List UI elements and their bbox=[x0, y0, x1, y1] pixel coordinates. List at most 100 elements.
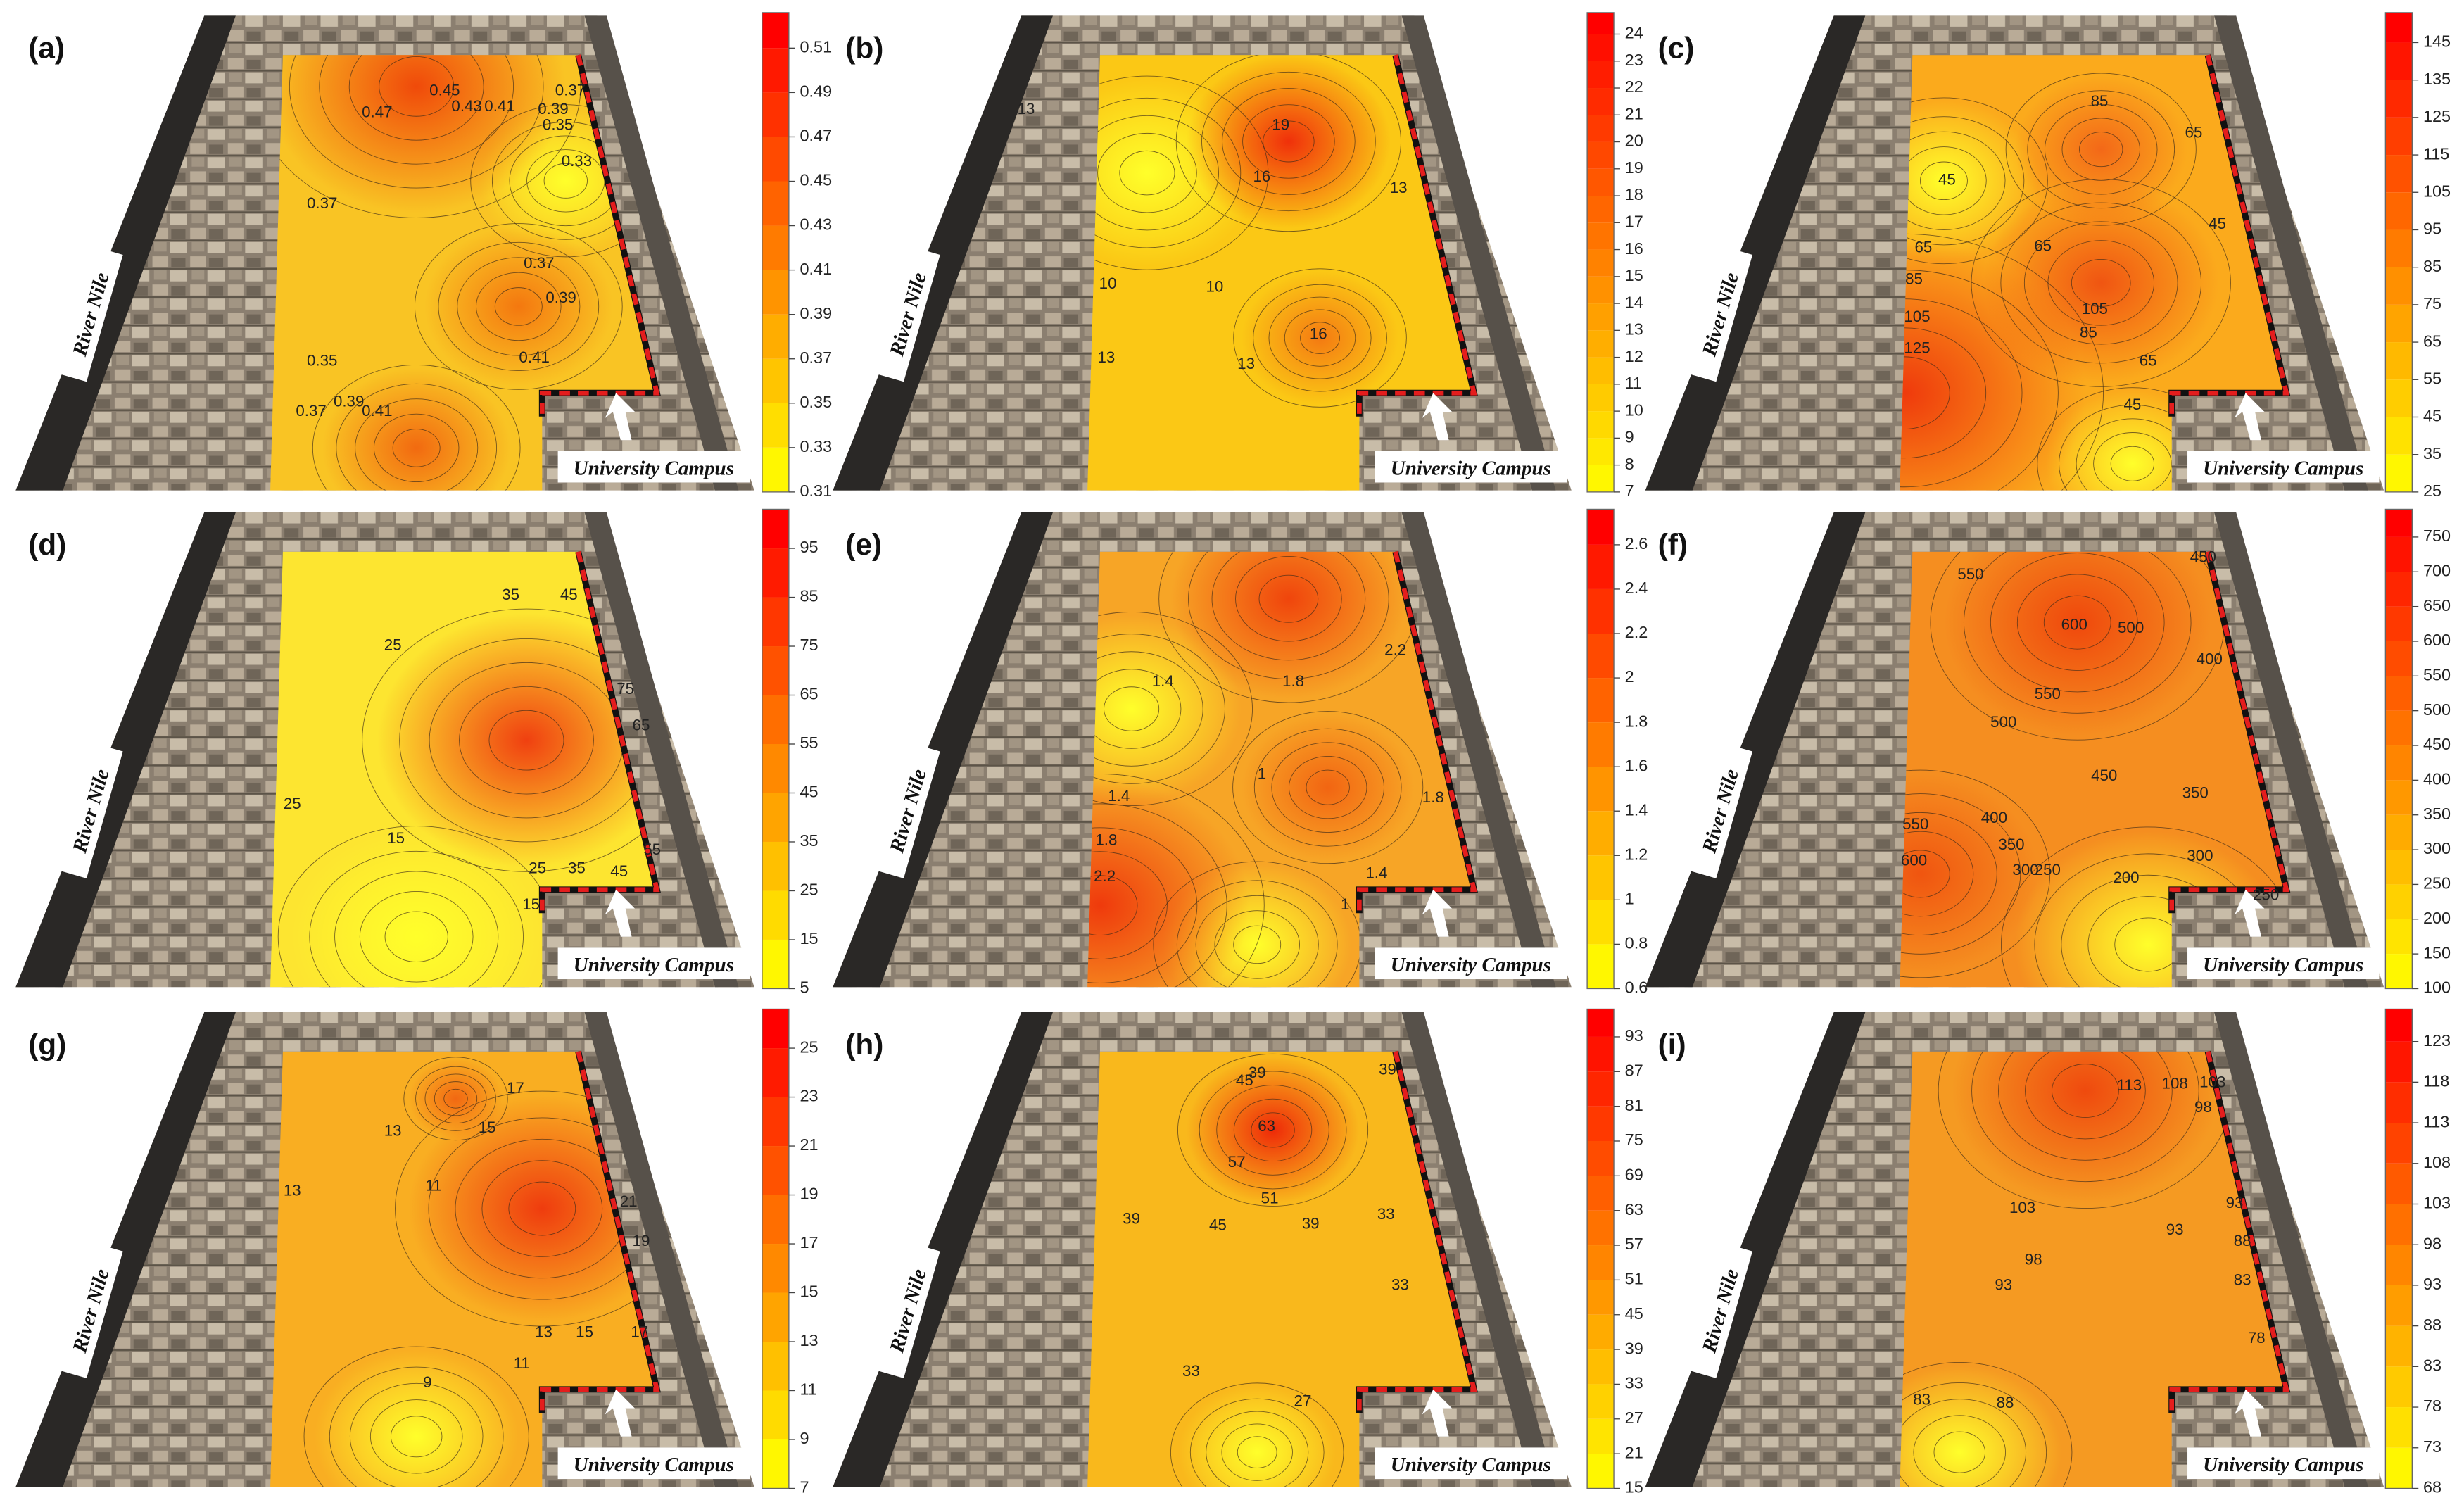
contour-label: 103 bbox=[2009, 1199, 2035, 1216]
colorbar-band bbox=[2385, 745, 2413, 781]
contour-label: 105 bbox=[1904, 308, 1930, 325]
contour-line bbox=[1242, 104, 1335, 179]
contour-line bbox=[1199, 1071, 1347, 1190]
contour-line bbox=[355, 398, 479, 491]
contour-label: 45 bbox=[2209, 215, 2226, 232]
contour-label: 0.41 bbox=[484, 97, 514, 115]
colorbar-tick-label: 1.6 bbox=[1625, 756, 1648, 774]
colorbar-frame bbox=[2384, 1008, 2413, 1489]
colorbar-band bbox=[2385, 1245, 2413, 1285]
field-blob bbox=[1900, 100, 2038, 261]
colorbar-band bbox=[2385, 304, 2413, 343]
colorbar-band bbox=[2385, 814, 2413, 850]
contour-line bbox=[1900, 793, 2021, 955]
contour-line bbox=[1271, 742, 1384, 833]
contour-label: 1.8 bbox=[1095, 831, 1117, 848]
colorbar-band bbox=[1587, 115, 1615, 142]
colorbar-tick-label: 15 bbox=[1625, 266, 1643, 284]
colorbar-tick-label: 11 bbox=[800, 1380, 816, 1399]
campus-border-dash bbox=[1357, 54, 1477, 417]
contour-line bbox=[2052, 1064, 2119, 1118]
contour-line bbox=[488, 710, 564, 771]
colorbar-tick-label: 13 bbox=[800, 1331, 818, 1349]
colorbar-band bbox=[762, 92, 789, 137]
contour-field bbox=[270, 55, 657, 491]
campus-border-dash bbox=[2169, 1051, 2289, 1413]
contour-line bbox=[1900, 850, 1950, 898]
contour-line bbox=[1233, 925, 1282, 964]
colorbar-tick-label: 65 bbox=[800, 685, 818, 703]
contour-line bbox=[1214, 910, 1300, 979]
contour-label: 0.41 bbox=[362, 402, 392, 420]
contour-label: 1.4 bbox=[1365, 864, 1387, 881]
colorbar-band bbox=[762, 181, 789, 226]
colorbar-tick-label: 135 bbox=[2423, 70, 2451, 88]
field-blob bbox=[1241, 714, 1415, 862]
colorbar-band bbox=[1587, 1036, 1615, 1072]
colorbar-band bbox=[1587, 222, 1615, 250]
colorbar-tick-label: 68 bbox=[2423, 1478, 2441, 1497]
contour-label: 0.35 bbox=[543, 116, 573, 134]
contour-label: 21 bbox=[620, 1192, 638, 1210]
field-blob bbox=[424, 226, 613, 387]
colorbar-tick-label: 75 bbox=[1625, 1130, 1643, 1149]
contour-line bbox=[443, 1088, 468, 1109]
colorbar-tick-label: 13 bbox=[1625, 320, 1643, 339]
colorbar-band bbox=[2385, 954, 2413, 989]
contour-label: 88 bbox=[1997, 1394, 2014, 1411]
field-blob bbox=[1943, 551, 2211, 736]
contour-line bbox=[1233, 1098, 1313, 1162]
colorbar-tick-label: 24 bbox=[1625, 24, 1643, 42]
colorbar-band bbox=[1587, 1349, 1615, 1385]
contour-label: 11 bbox=[426, 1177, 442, 1195]
contour-label: 33 bbox=[1391, 1275, 1409, 1293]
contour-line bbox=[2079, 132, 2123, 168]
colorbar-tick-label: 35 bbox=[800, 831, 818, 850]
contour-label: 75 bbox=[617, 680, 634, 698]
contour-field bbox=[1900, 55, 2287, 491]
contour-line bbox=[373, 413, 460, 483]
campus-label: University Campus bbox=[574, 1454, 734, 1476]
colorbar-tick-label: 650 bbox=[2423, 596, 2451, 615]
colorbar-tick-label: 21 bbox=[1625, 104, 1643, 122]
contour-label: 33 bbox=[1377, 1205, 1395, 1223]
colorbar-band bbox=[1587, 944, 1615, 989]
campus-border-dash bbox=[539, 54, 660, 417]
contour-label: 65 bbox=[2034, 237, 2052, 254]
contour-line bbox=[2043, 595, 2111, 650]
label-box bbox=[1375, 1447, 1567, 1480]
contour-label: 98 bbox=[2194, 1098, 2212, 1116]
panel-label: (f) bbox=[1658, 528, 1688, 561]
colorbar-tick-label: 0.35 bbox=[800, 393, 832, 411]
colorbar-band bbox=[1587, 811, 1615, 856]
contour-label: 88 bbox=[2234, 1232, 2251, 1249]
colorbar-tick-label: 8 bbox=[1625, 455, 1634, 473]
colorbar-tick-label: 2.6 bbox=[1625, 534, 1648, 553]
campus-label: University Campus bbox=[2203, 1454, 2363, 1476]
contour-label: 65 bbox=[2140, 351, 2157, 369]
field-blob bbox=[1186, 55, 1391, 229]
colorbar-band bbox=[2385, 342, 2413, 380]
colorbar-tick-label: 250 bbox=[2423, 874, 2451, 893]
contour-label: 45 bbox=[2123, 396, 2141, 413]
contour-line bbox=[1087, 851, 1168, 959]
colorbar-tick-label: 0.41 bbox=[800, 260, 832, 278]
contour-label: 16 bbox=[1310, 325, 1327, 343]
contour-line bbox=[2005, 73, 2197, 226]
contour-label: 15 bbox=[387, 829, 405, 847]
colorbar-tick-label: 73 bbox=[2423, 1437, 2441, 1456]
colorbar-tick-label: 85 bbox=[800, 587, 818, 605]
colorbar-tick-label: 2 bbox=[1625, 667, 1634, 686]
colorbar-band bbox=[1587, 544, 1615, 589]
colorbar-tick-label: 63 bbox=[1625, 1200, 1643, 1218]
colorbar-band bbox=[762, 12, 789, 49]
contour-label: 55 bbox=[643, 840, 661, 858]
colorbar-tick-label: 105 bbox=[2423, 182, 2451, 200]
colorbar-band bbox=[1587, 588, 1615, 634]
colorbar-band bbox=[762, 1244, 789, 1293]
contour-label: 1.4 bbox=[1152, 672, 1174, 690]
contour-line bbox=[438, 241, 600, 371]
contour-line bbox=[392, 429, 441, 467]
colorbar-band bbox=[1587, 465, 1615, 492]
